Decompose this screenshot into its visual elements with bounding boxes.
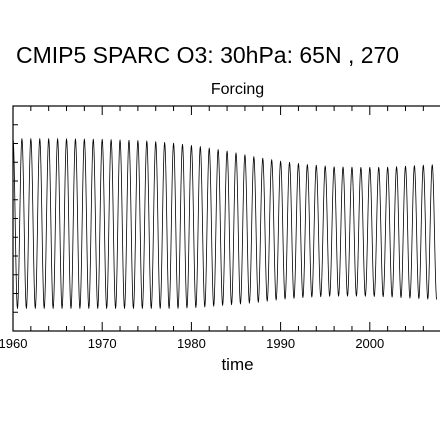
- x-axis-label: time: [221, 355, 253, 374]
- forcing-series-line: [12, 138, 438, 309]
- x-tick-label: 1970: [88, 336, 117, 351]
- x-axis-tick-labels: 1960 1970 1980 1990 2000: [0, 336, 384, 351]
- x-axis-minor-ticks: [30, 106, 424, 331]
- x-tick-label: 2000: [355, 336, 384, 351]
- x-tick-label: 1960: [0, 336, 27, 351]
- x-tick-label: 1980: [177, 336, 206, 351]
- chart-title: CMIP5 SPARC O3: 30hPa: 65N , 270: [16, 42, 399, 68]
- x-tick-label: 1990: [266, 336, 295, 351]
- chart-subtitle: Forcing: [211, 81, 264, 98]
- plot-frame: [12, 105, 440, 332]
- x-axis-major-ticks: [12, 106, 371, 331]
